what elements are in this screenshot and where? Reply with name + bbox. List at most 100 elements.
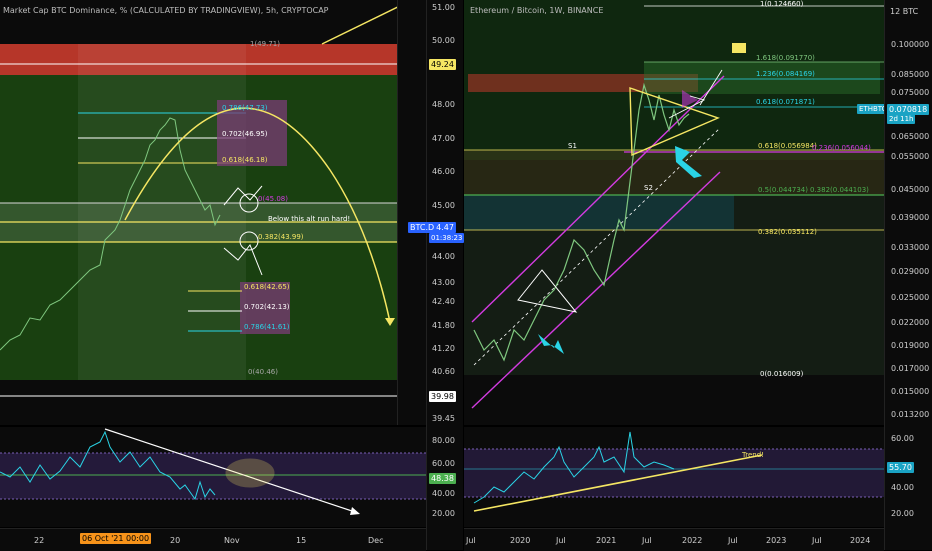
time-tick-22: 22 — [34, 536, 45, 545]
eth-tick-0013: 0.013200 — [891, 410, 930, 419]
level-39-tag: 39.98 — [429, 391, 456, 402]
eth-time-jul-23: Jul — [812, 536, 822, 545]
left-price-chart[interactable]: 1(49.71) 0.786(47.73) 0.702(46.95) 0.618… — [0, 0, 426, 425]
right-time-axis[interactable]: Jul 2020 Jul 2021 Jul 2022 Jul 2023 Jul … — [464, 528, 884, 551]
fib-zone-lower — [464, 195, 884, 375]
eth-time-2024: 2024 — [850, 536, 871, 545]
red-resistance-zone — [0, 44, 426, 75]
eth-tick-0045: 0.045000 — [891, 185, 930, 194]
eth-fib-label-05: 0.5(0.044734) — [758, 186, 808, 194]
eth-tick-0029: 0.029000 — [891, 267, 930, 276]
eth-tick-0017: 0.017000 — [891, 364, 930, 373]
right-price-scale[interactable]: 12 BTC 0.100000 0.085000 0.075000 0.0708… — [884, 0, 932, 550]
right-price-chart[interactable]: 1(0.124660) 1.618(0.091770) 1.236(0.0841… — [464, 0, 884, 425]
left-time-axis[interactable]: 22 06 Oct '21 00:00 20 Nov 15 Dec — [0, 528, 426, 551]
fib-label-box-lower — [240, 282, 290, 334]
rsi-tick-40: 40.00 — [432, 489, 455, 498]
rsi-value-tag: 48.38 — [429, 473, 456, 484]
fib-label-lower-0702: 0.702(42.13) — [244, 303, 290, 311]
green-zone — [0, 75, 426, 380]
eth-tick-0019: 0.019000 — [891, 341, 930, 350]
fib-label-0618: 0.618(46.18) — [222, 156, 268, 164]
countdown-tag: 01:38:23 — [429, 233, 465, 243]
circle-marker-upper — [239, 193, 259, 213]
eth-rsi-trendline — [473, 454, 763, 512]
fib-zone-top — [644, 62, 880, 94]
breakout-arrow — [668, 95, 706, 119]
tick-45: 45.00 — [432, 201, 455, 210]
eth-fib-label-0382b: 0.382(0.035112) — [758, 228, 817, 236]
eth-fib-label-1618: 1.618(0.091770) — [756, 54, 815, 62]
eth-red-zone — [468, 74, 698, 92]
annotation-text: Below this alt run hard! — [268, 215, 350, 223]
cyan-arrow-upper — [675, 146, 702, 178]
eth-tick-0075: 0.075000 — [891, 88, 930, 97]
eth-time-2020: 2020 — [510, 536, 531, 545]
eth-tick-0015: 0.015000 — [891, 387, 930, 396]
left-price-axis[interactable]: 51.00 — [397, 0, 426, 425]
time-tick-dec: Dec — [368, 536, 384, 545]
lower-triangle — [517, 269, 578, 313]
tick-39-45: 39.45 — [432, 414, 455, 423]
eth-tick-0055: 0.055000 — [891, 152, 930, 161]
eth-fib-label-0618b: 0.618(0.056984) — [758, 142, 817, 150]
eth-price-line — [473, 82, 690, 362]
left-chart-pane[interactable]: 1(49.71) 0.786(47.73) 0.702(46.95) 0.618… — [0, 0, 426, 425]
triangle-purple — [682, 90, 698, 108]
tick-44: 44.00 — [432, 252, 455, 261]
tick-40-6: 40.60 — [432, 367, 455, 376]
fib-label-lower-0: 0(40.46) — [248, 368, 278, 376]
eth-tick-0100: 0.100000 — [891, 40, 930, 49]
rsi-tick-80: 80.00 — [432, 436, 455, 445]
left-rsi-chart[interactable] — [0, 427, 426, 527]
eth-rsi-tick-60: 60.00 — [891, 434, 914, 443]
eth-time-jul-21: Jul — [642, 536, 652, 545]
level-49-tag: 49.24 — [429, 59, 456, 70]
fib-label-lower-0786: 0.786(41.61) — [244, 323, 290, 331]
eth-fib-label-1: 1(0.124660) — [760, 0, 804, 8]
zigzag-up — [223, 185, 263, 206]
fib-label-0: 0(45.08) — [258, 195, 288, 203]
fib-label-lower-0618: 0.618(42.65) — [244, 283, 290, 291]
eth-time-jul-20: Jul — [556, 536, 566, 545]
tick-42-4: 42.40 — [432, 297, 455, 306]
tick-48: 48.00 — [432, 100, 455, 109]
symmetric-triangle — [629, 87, 720, 157]
eth-rsi-band — [464, 449, 884, 497]
s1-label: S1 — [568, 142, 577, 150]
tick-41-8: 41.80 — [432, 321, 455, 330]
eth-tick-0022: 0.022000 — [891, 318, 930, 327]
eth-fib-label-0: 0(0.016009) — [760, 370, 804, 378]
fib-label-1: 1(49.71) — [250, 40, 280, 48]
rsi-tick-60: 60.00 — [432, 459, 455, 468]
eth-time-2023: 2023 — [766, 536, 787, 545]
left-price-scale[interactable]: 51.00 50.00 49.24 48.00 47.00 46.00 45.0… — [426, 0, 465, 550]
time-tick-oct06-time: 00:00 — [126, 534, 150, 543]
rsi-downtrend-line — [104, 428, 359, 514]
right-chart-pane[interactable]: 1(0.124660) 1.618(0.091770) 1.236(0.0841… — [464, 0, 884, 425]
channel-upper — [471, 75, 725, 323]
fib-label-0382: 0.382(43.99) — [258, 233, 304, 241]
ethbtc-symbol-tag: ETHBTC — [857, 104, 889, 114]
flag-icon — [732, 43, 746, 53]
eth-fib-label-0236: 0.236(0.056044) — [812, 144, 871, 152]
channel-lower — [471, 171, 721, 409]
tick-46: 46.00 — [432, 167, 455, 176]
eth-tick-0033: 0.033000 — [891, 243, 930, 252]
rsi-band — [0, 453, 426, 499]
circle-marker-lower — [239, 231, 259, 251]
eth-time-2022: 2022 — [682, 536, 703, 545]
s2-label: S2 — [644, 184, 653, 192]
eth-fib-label-0618: 0.618(0.071871) — [756, 98, 815, 106]
channel-mid — [473, 127, 721, 366]
eth-fib-label-1236: 1.236(0.084169) — [756, 70, 815, 78]
right-rsi-chart[interactable]: Trend! — [464, 427, 884, 527]
left-rsi-pane[interactable] — [0, 427, 426, 527]
current-price-tag: 44.47 — [429, 222, 456, 233]
time-tick-nov: Nov — [224, 536, 240, 545]
left-chart-title: Market Cap BTC Dominance, % (CALCULATED … — [3, 6, 329, 15]
rsi-line — [0, 430, 216, 501]
rsi-highlight-ellipse — [225, 458, 275, 488]
tick-50: 50.00 — [432, 36, 455, 45]
right-rsi-pane[interactable]: Trend! — [464, 427, 884, 527]
